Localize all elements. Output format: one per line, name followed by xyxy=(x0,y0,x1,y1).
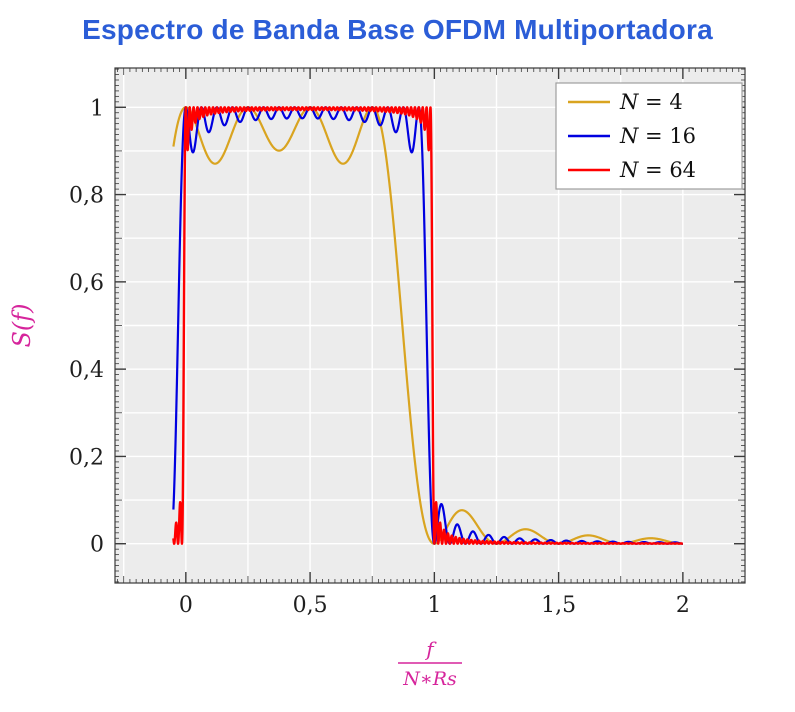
x-tick-label: 0,5 xyxy=(293,593,328,618)
y-tick-label: 0,8 xyxy=(69,184,104,209)
y-ticks xyxy=(115,68,745,583)
figure-page: Espectro de Banda Base OFDM Multiportado… xyxy=(0,10,795,700)
x-tick-label: 1,5 xyxy=(541,593,576,618)
x-axis-label-numerator: f xyxy=(424,637,437,661)
legend-label: N = 64 xyxy=(619,158,696,182)
series-line-N16 xyxy=(172,106,684,545)
x-tick-label: 0 xyxy=(179,593,193,618)
x-tick-label: 2 xyxy=(676,593,690,618)
legend-entry: N = 64 xyxy=(568,158,696,182)
y-tick-label: 0,2 xyxy=(69,445,104,470)
legend-entry: N = 16 xyxy=(568,124,696,148)
legend: N = 4 N = 16 N = 64 xyxy=(555,82,743,190)
x-tick-label: 1 xyxy=(427,593,441,618)
y-tick-label: 1 xyxy=(90,96,104,121)
x-ticks xyxy=(117,68,746,583)
x-tick-labels: 0 0,5 1 1,5 2 xyxy=(179,593,690,618)
y-tick-labels: 0 0,2 0,4 0,6 0,8 1 xyxy=(69,96,104,557)
y-tick-label: 0,4 xyxy=(69,358,104,383)
x-axis-label-denominator: N∗Rs xyxy=(402,668,457,690)
legend-label: N = 4 xyxy=(619,90,683,114)
x-axis-label-fraction: f N∗Rs xyxy=(398,637,462,690)
y-tick-label: 0,6 xyxy=(69,271,104,296)
legend-label: N = 16 xyxy=(619,124,696,148)
series-line-N64 xyxy=(172,106,684,545)
legend-entry: N = 4 xyxy=(568,90,683,114)
y-tick-label: 0 xyxy=(90,533,104,558)
chart-title: Espectro de Banda Base OFDM Multiportado… xyxy=(82,14,713,45)
y-axis-label: S(f) xyxy=(8,303,36,347)
spectrum-figure: 0 0,5 1 1,5 200,20,40,60,81S(f)fN∗RsN = 4N =… xyxy=(8,67,746,690)
